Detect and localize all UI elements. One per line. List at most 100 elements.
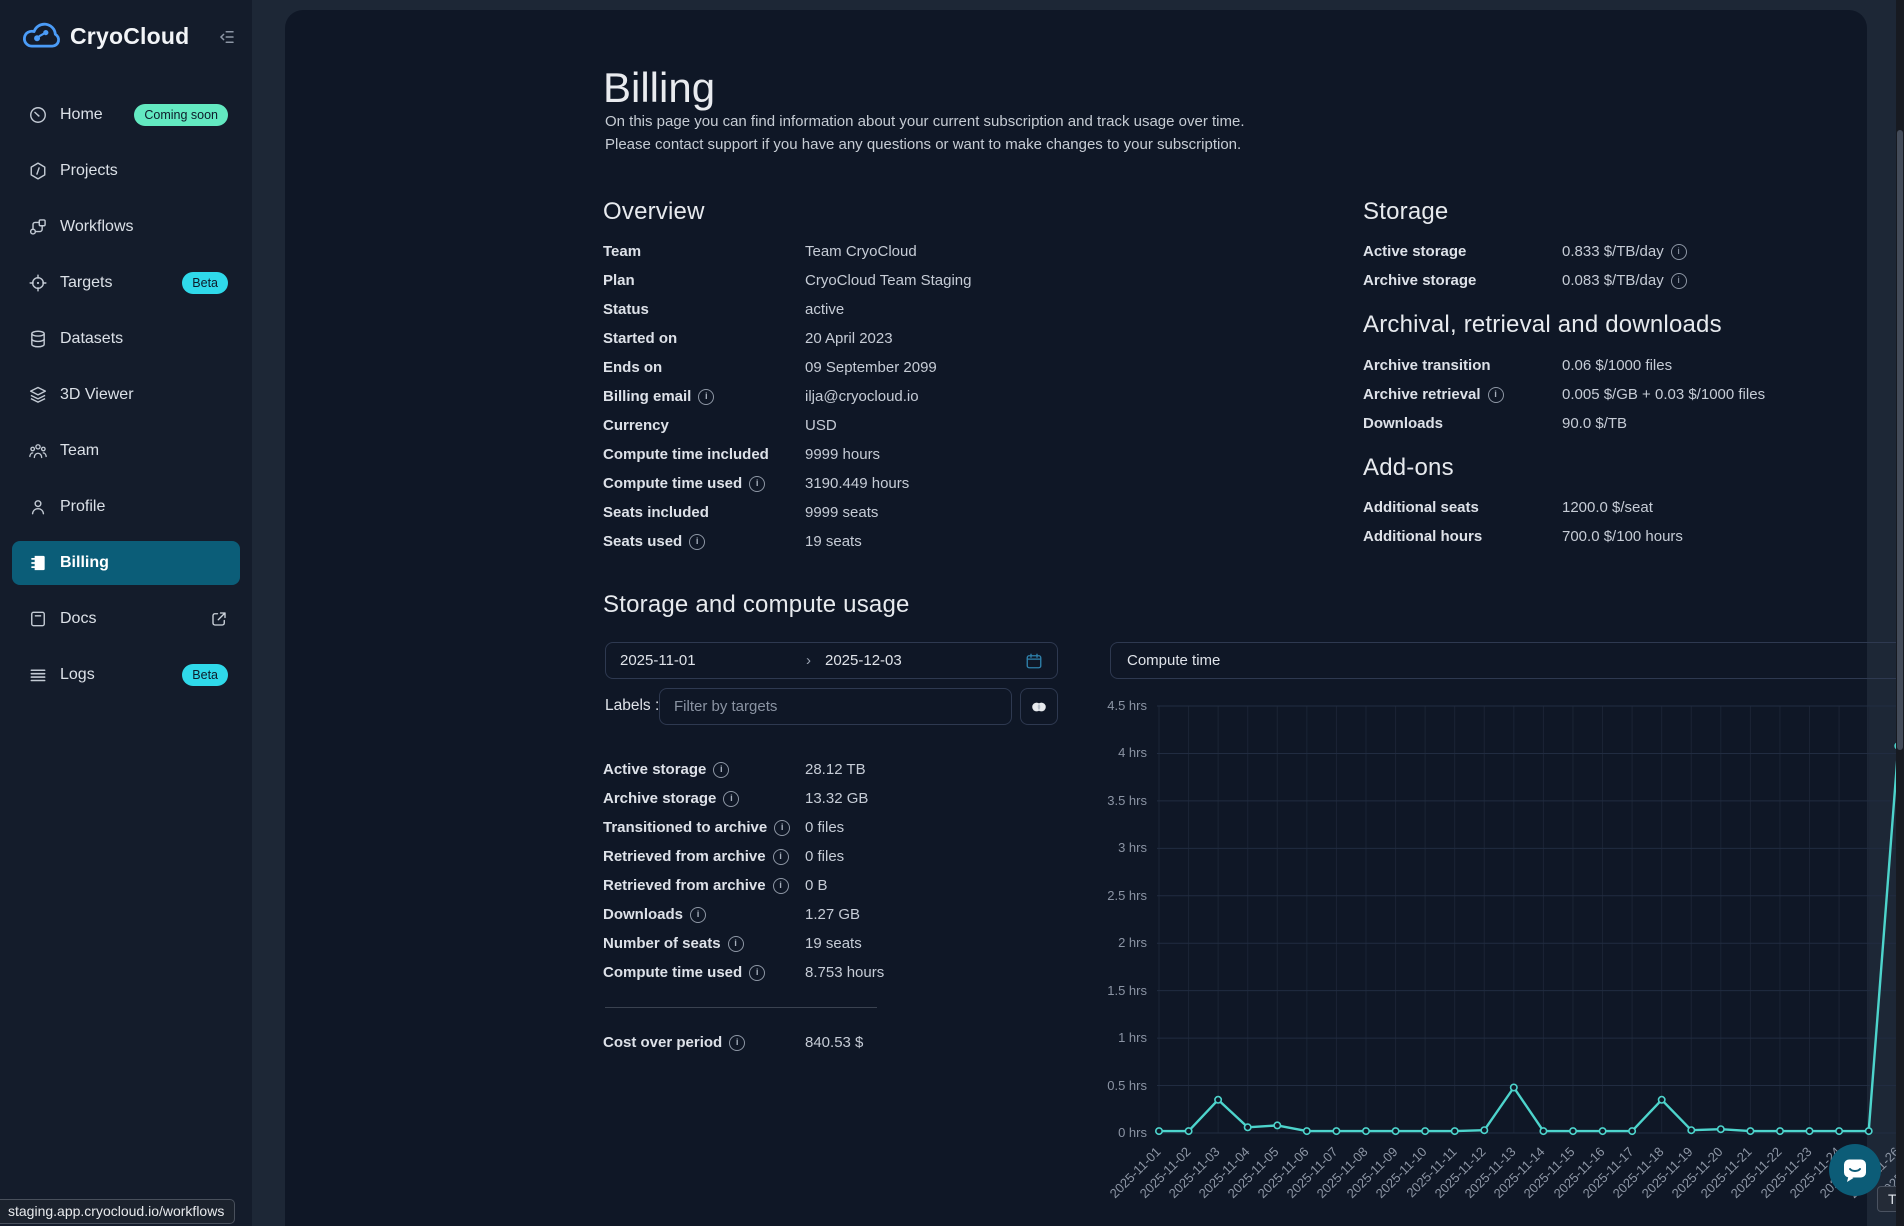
data-point[interactable]: [1243, 1123, 1252, 1132]
page-title: Billing: [603, 64, 716, 112]
badge-beta: Beta: [182, 272, 228, 294]
info-icon[interactable]: [727, 935, 744, 952]
scrollbar-thumb[interactable]: [1897, 130, 1903, 750]
data-point[interactable]: [1746, 1127, 1755, 1136]
info-icon[interactable]: [1670, 272, 1687, 289]
sidebar-item-label: Workflows: [60, 218, 134, 235]
row-label: Compute time used: [603, 475, 743, 492]
sidebar-item-label: Home: [60, 106, 103, 123]
info-icon[interactable]: [713, 761, 730, 778]
data-point[interactable]: [1628, 1127, 1637, 1136]
sidebar-item-docs[interactable]: Docs: [12, 597, 240, 641]
cost-label: Cost over period: [603, 1034, 723, 1051]
data-point[interactable]: [1568, 1127, 1577, 1136]
targets-filter-input[interactable]: [659, 688, 1012, 725]
sidebar-item-profile[interactable]: Profile: [12, 485, 240, 529]
sidebar-item-logs[interactable]: Logs Beta: [12, 653, 240, 697]
cost-value: 840.53 $: [805, 1034, 864, 1051]
data-row: Team Team CryoCloud: [603, 237, 971, 266]
info-icon[interactable]: [749, 964, 766, 981]
sidebar-item-workflows[interactable]: Workflows: [12, 205, 240, 249]
sidebar-item-targets[interactable]: Targets Beta: [12, 261, 240, 305]
scrollbar-track[interactable]: [1896, 0, 1904, 1226]
data-point[interactable]: [1716, 1125, 1725, 1134]
link-preview-tooltip: staging.app.cryocloud.io/workflows: [0, 1199, 236, 1224]
usage-heading: Storage and compute usage: [603, 591, 910, 618]
chat-support-button[interactable]: [1829, 1144, 1881, 1196]
row-value: 0 files: [805, 819, 845, 836]
logo-row: CryoCloud: [0, 0, 252, 72]
calendar-icon[interactable]: [1025, 652, 1043, 670]
sidebar-item-projects[interactable]: Projects: [12, 149, 240, 193]
sidebar-item-billing[interactable]: Billing: [12, 541, 240, 585]
layers-icon: [28, 385, 48, 405]
collapse-sidebar-icon[interactable]: [218, 28, 236, 46]
data-point[interactable]: [1775, 1127, 1784, 1136]
row-label: Additional hours: [1363, 528, 1483, 545]
data-row: Archive storage 13.32 GB: [603, 784, 884, 813]
date-to-value[interactable]: 2025-12-03: [825, 652, 902, 669]
sidebar-item-team[interactable]: Team: [12, 429, 240, 473]
info-icon[interactable]: [772, 877, 789, 894]
date-range-picker[interactable]: 2025-11-01 › 2025-12-03: [605, 642, 1058, 679]
workflow-icon: [28, 217, 48, 237]
data-point[interactable]: [1154, 1127, 1163, 1136]
visibility-toggle-button[interactable]: [1020, 688, 1058, 725]
data-point[interactable]: [1332, 1127, 1341, 1136]
data-point[interactable]: [1687, 1126, 1696, 1135]
row-label: Seats used: [603, 533, 683, 550]
row-value: Team CryoCloud: [805, 243, 917, 260]
sidebar-item-datasets[interactable]: Datasets: [12, 317, 240, 361]
info-icon[interactable]: [772, 848, 789, 865]
data-point[interactable]: [1835, 1127, 1844, 1136]
row-label: Compute time included: [603, 446, 769, 463]
row-value: 20 April 2023: [805, 330, 893, 347]
sidebar-item-3d-viewer[interactable]: 3D Viewer: [12, 373, 240, 417]
row-label: Started on: [603, 330, 678, 347]
info-icon[interactable]: [1487, 386, 1504, 403]
data-point[interactable]: [1450, 1127, 1459, 1136]
info-icon[interactable]: [774, 819, 791, 836]
data-point[interactable]: [1657, 1095, 1666, 1104]
data-point[interactable]: [1421, 1127, 1430, 1136]
row-value: 0 B: [805, 877, 828, 894]
row-value: 13.32 GB: [805, 790, 869, 807]
gauge-icon: [28, 105, 48, 125]
data-point[interactable]: [1273, 1121, 1282, 1130]
data-point[interactable]: [1864, 1127, 1873, 1136]
data-point[interactable]: [1302, 1127, 1311, 1136]
sidebar: CryoCloud Home Coming soon Projects Workflo…: [0, 0, 252, 1226]
row-value: USD: [805, 417, 837, 434]
sidebar-item-home[interactable]: Home Coming soon: [12, 93, 240, 137]
data-row: Archive transition 0.06 $/1000 files: [1363, 351, 1765, 380]
data-row: Ends on 09 September 2099: [603, 353, 971, 382]
info-icon[interactable]: [729, 1034, 746, 1051]
row-label: Active storage: [1363, 243, 1467, 260]
sidebar-nav: Home Coming soon Projects Workflows Targets B…: [0, 93, 252, 697]
data-point[interactable]: [1480, 1126, 1489, 1135]
info-icon[interactable]: [749, 475, 766, 492]
info-icon[interactable]: [1670, 243, 1687, 260]
y-tick-label: 3 hrs: [1118, 840, 1147, 856]
data-row: Additional hours 700.0 $/100 hours: [1363, 522, 1683, 551]
external-link-icon: [210, 610, 228, 628]
info-icon[interactable]: [689, 533, 706, 550]
info-icon[interactable]: [723, 790, 740, 807]
data-point[interactable]: [1539, 1127, 1548, 1136]
metric-select[interactable]: Compute time: [1110, 642, 1904, 679]
data-point[interactable]: [1509, 1083, 1518, 1092]
row-label: Team: [603, 243, 642, 260]
y-tick-label: 1 hrs: [1118, 1030, 1147, 1046]
data-point[interactable]: [1214, 1095, 1223, 1104]
data-point[interactable]: [1805, 1127, 1814, 1136]
row-label: Compute time used: [603, 964, 743, 981]
data-point[interactable]: [1184, 1127, 1193, 1136]
date-from-value[interactable]: 2025-11-01: [620, 652, 696, 669]
data-point[interactable]: [1391, 1127, 1400, 1136]
info-icon[interactable]: [698, 388, 715, 405]
data-point[interactable]: [1598, 1127, 1607, 1136]
info-icon[interactable]: [690, 906, 707, 923]
subtitle-line-1: On this page you can find information ab…: [605, 113, 1245, 130]
data-point[interactable]: [1362, 1127, 1371, 1136]
